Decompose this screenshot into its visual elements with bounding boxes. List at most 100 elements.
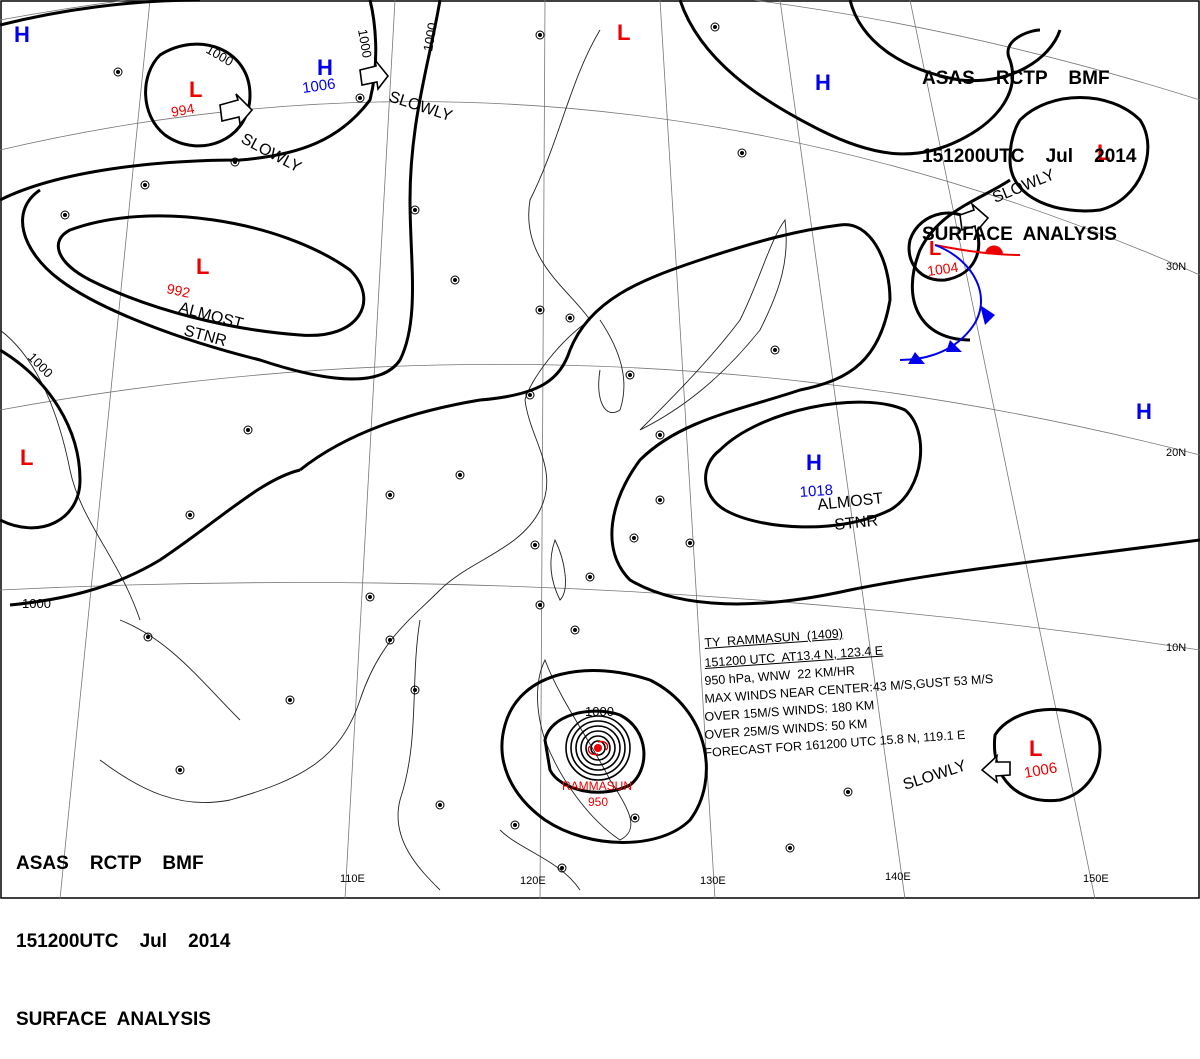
header-line-3: SURFACE ANALYSIS [922,224,1117,245]
movement-arrows [219,57,1011,784]
station-plots [60,22,853,873]
isobar-label: 1000 [25,350,56,381]
low-center: L [929,238,941,260]
isobar-north-pac-1 [678,0,1041,156]
typhoon-value: 950 [588,795,608,809]
cold-front-tri-1 [980,305,995,325]
coast-japan [639,218,787,431]
low-value: 1006 [1023,759,1059,782]
almost-label: ALMOST [817,490,884,514]
isobar-label: 1000 [585,704,614,719]
lat-line-40n [0,0,1200,101]
high-center: H [1136,399,1152,424]
warm-front [934,244,1021,256]
high-value: 1006 [301,75,336,96]
arrow-slowly-east [959,201,990,234]
lat-label: 10N [1166,642,1186,654]
high-center: H [806,450,822,475]
high-value: 1018 [799,482,833,501]
typhoon-name-line: TY RAMMASUN (1409) [704,626,844,650]
lon-line-100e [59,0,151,899]
low-center: L [1029,736,1042,761]
isobar-mongolia-low [144,42,252,148]
header-line-2: 151200UTC Jul 2014 [922,146,1137,167]
high-center: H [317,55,333,80]
isobar-east-front [910,178,1011,342]
stnr-label: STNR [834,513,879,534]
lat-line-10n [0,582,1200,651]
coast-indochina [397,619,441,891]
lat-line-30n [0,101,1200,276]
lat-label: 20N [1166,447,1186,459]
map-frame [0,0,1200,899]
isobar-ty-2 [543,709,646,794]
fronts [899,244,1021,364]
lat-line-20n [0,363,1200,456]
lon-line-120e [539,0,546,899]
coast-borneo [499,829,581,891]
isobar-label: 1000 [22,596,51,611]
cold-front-tri-2 [946,340,962,352]
high-center: H [815,70,831,95]
arrow-slowly-mongolia [219,93,254,126]
pressure-systems: H H 1006 L 994 L H L L 992 L 1004 L H 10… [14,20,1152,782]
isobar-label: 1000 [204,42,237,69]
isobar-west-big [0,0,378,202]
isobar-label: 1000 [355,28,375,59]
low-value: 1004 [926,259,959,279]
coast-china [99,29,601,804]
typhoon-info-block: TY RAMMASUN (1409) 151200 UTC AT13.4 N, … [704,626,1064,768]
low-value: 992 [165,280,191,301]
lon-label: 140E [885,871,911,883]
grid-labels: 110E 120E 130E 140E 150E 30N 20N 10N [340,261,1186,887]
header-line-1: ASAS RCTP BMF [922,68,1110,89]
lon-line-110e [344,0,396,899]
arrow-slowly-north [359,57,390,91]
isobar-stnr-high [704,400,923,529]
isobar-1000-sw [9,468,301,607]
isobar-1006-low [992,707,1102,803]
isobar-stnr-low [56,214,366,337]
low-center: L [20,445,33,470]
low-center: L [617,20,630,45]
coast-philippines [537,658,632,841]
coast-taiwan [550,538,566,601]
cold-front [899,244,982,361]
coast-bay [119,619,241,721]
low-value: 994 [170,100,196,120]
high-center: H [14,22,30,47]
arrow-slowly-1006 [980,753,1011,784]
isobar-1004-low [907,211,981,282]
isobar-label: 1000 [420,21,440,52]
typhoon-symbol: RAMMASUN 950 [562,740,632,809]
low-center: L [196,254,209,279]
isobar-ne-low [1008,96,1150,213]
chart-header-bottom: ASAS RCTP BMF 151200UTC Jul 2014 SURFACE… [16,799,230,1059]
lon-label: 120E [520,875,546,887]
isobars [0,0,1200,844]
coastlines [0,29,787,891]
typhoon-rings [565,715,631,781]
isobar-north-pac-2 [848,0,1062,83]
lon-label: 130E [700,875,726,887]
typhoon-name: RAMMASUN [562,779,632,793]
header-line-1: ASAS RCTP BMF [16,853,204,874]
lon-label: 110E [340,873,365,885]
latitude-grid [0,0,1200,651]
lat-label: 30N [1166,261,1186,273]
isobar-east-pac [299,223,1200,606]
low-center: L [1097,140,1110,165]
coast-korea [598,319,625,413]
low-center: L [189,77,202,102]
lon-label: 150E [1083,873,1109,885]
header-line-3: SURFACE ANALYSIS [16,1009,211,1030]
header-line-2: 151200UTC Jul 2014 [16,931,231,952]
coast-india [0,329,141,621]
isobar-central [21,0,442,381]
cold-front-tri-3 [908,352,925,364]
lon-line-150e [909,0,1096,899]
warm-front-mark [985,245,1004,255]
isobar-ty-outer [500,669,708,844]
chart-header-top: ASAS RCTP BMF 151200UTC Jul 2014 SURFACE… [922,14,1136,274]
lon-line-140e [779,0,906,899]
